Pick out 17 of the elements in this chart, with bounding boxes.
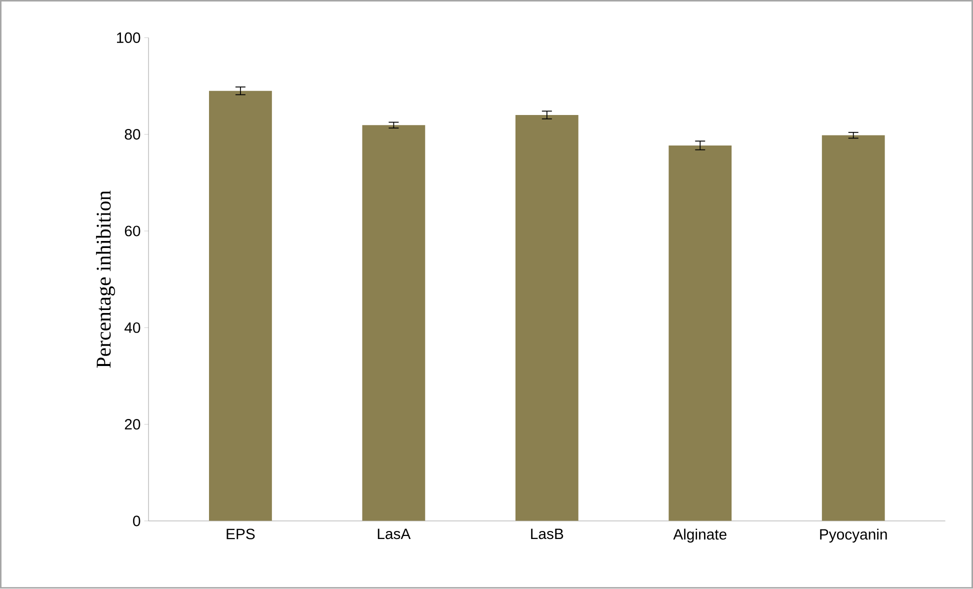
y-tick-label: 60 [124,226,140,236]
x-tick-label: LasB [531,528,564,540]
bar [668,146,732,522]
x-tick-label: EPS [226,528,255,540]
y-axis-title: Percentage inhibition [96,190,116,368]
x-tick-label: Pyocyanin [820,528,887,543]
bar [515,115,578,522]
x-tick-label: LasA [378,528,411,540]
y-tick-label: 40 [124,322,140,334]
y-tick-label: 0 [133,516,140,526]
y-tick-label: 20 [124,419,140,430]
bar [362,125,426,522]
x-tick-label: Alginate [673,528,726,543]
bar [822,136,885,522]
bar [209,91,272,522]
y-tick-label: 80 [124,129,140,140]
y-tick-label: 100 [117,32,140,44]
